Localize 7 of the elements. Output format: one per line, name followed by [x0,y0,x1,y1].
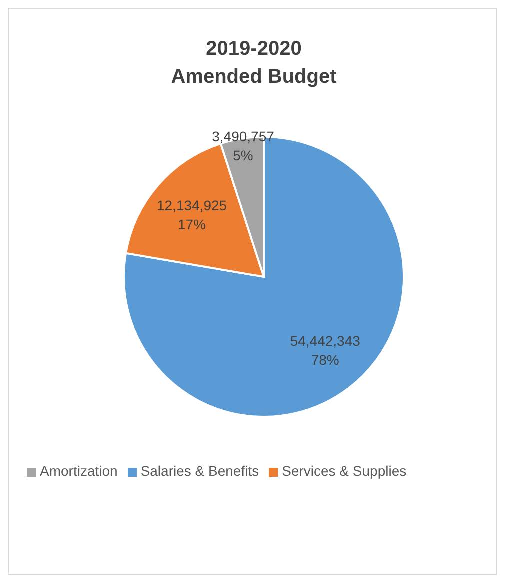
legend-label: Services & Supplies [282,463,407,479]
legend-label: Salaries & Benefits [140,463,260,479]
chart-title: 2019-2020 Amended Budget [171,38,338,88]
data-label: 3,490,757 5% [212,128,275,164]
legend-label: Amortization [40,463,118,479]
data-label: 12,134,925 17% [156,198,228,233]
data-label: 54,442,343 78% [290,332,361,368]
